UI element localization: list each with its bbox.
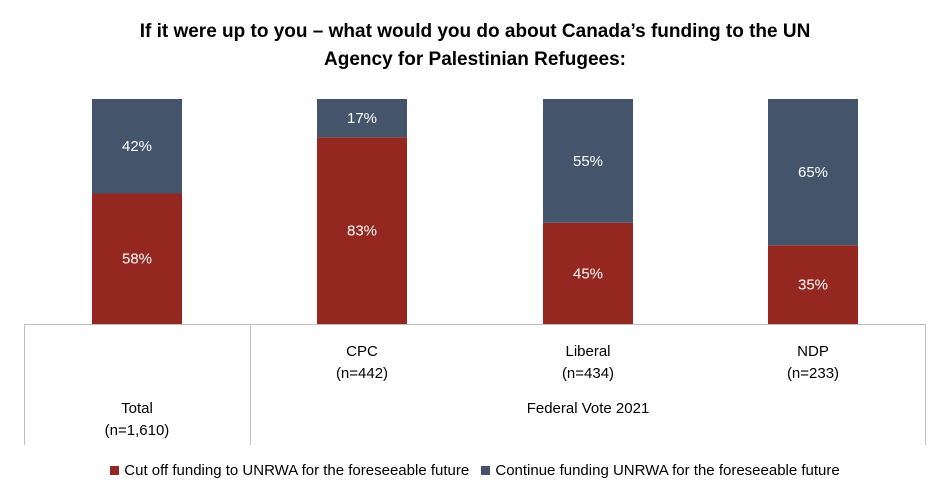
legend-swatch-continue	[481, 466, 491, 475]
data-label-cpc-continue: 17%	[347, 110, 377, 127]
bar-segment-ndp-continue	[768, 99, 858, 246]
bar-segment-total-cut-off	[92, 193, 182, 324]
bar-segment-cpc-cut-off	[317, 137, 407, 324]
data-label-total-continue: 42%	[122, 138, 152, 155]
category-label-total: Total	[121, 400, 153, 417]
data-label-ndp-cut-off: 35%	[798, 277, 828, 294]
bar-segment-liberal-continue	[543, 99, 633, 223]
legend: Cut off funding to UNRWA for the foresee…	[0, 462, 950, 479]
category-label-cpc: CPC	[346, 343, 378, 360]
bar-segment-ndp-cut-off	[768, 245, 858, 324]
bar-segment-total-continue	[92, 99, 182, 194]
chart-title-line-1: If it were up to you – what would you do…	[139, 21, 811, 42]
category-n-cpc: (n=442)	[336, 365, 388, 382]
legend-swatch-cut-off	[110, 466, 120, 475]
data-label-total-cut-off: 58%	[122, 251, 152, 268]
category-n-liberal: (n=434)	[562, 365, 614, 382]
legend-item-continue: Continue funding UNRWA for the foreseeab…	[481, 462, 840, 479]
category-label-liberal: Liberal	[565, 343, 610, 360]
data-label-liberal-cut-off: 45%	[573, 265, 603, 282]
category-axis-table	[24, 324, 926, 445]
data-label-cpc-cut-off: 83%	[347, 223, 377, 240]
chart-title: If it were up to you – what would you do…	[0, 18, 950, 74]
chart-title-line-2: Agency for Palestinian Refugees:	[324, 49, 626, 70]
labels-group: 58% 42% 83% 17% 45% 55% 35% 65% Total (n=1,610) CP…	[105, 110, 839, 439]
legend-label-cut-off: Cut off funding to UNRWA for the foresee…	[124, 462, 470, 479]
legend-item-cut-off: Cut off funding to UNRWA for the foresee…	[110, 462, 469, 479]
bars-group	[92, 99, 858, 324]
category-label-ndp: NDP	[797, 343, 829, 360]
category-n-ndp: (n=233)	[787, 365, 839, 382]
bar-segment-liberal-cut-off	[543, 222, 633, 324]
data-label-ndp-continue: 65%	[798, 164, 828, 181]
data-label-liberal-continue: 55%	[573, 153, 603, 170]
category-n-total: (n=1,610)	[105, 422, 170, 439]
bar-segment-cpc-continue	[317, 99, 407, 138]
group-label-federal-vote: Federal Vote 2021	[527, 400, 650, 417]
legend-label-continue: Continue funding UNRWA for the foreseeab…	[495, 462, 840, 479]
